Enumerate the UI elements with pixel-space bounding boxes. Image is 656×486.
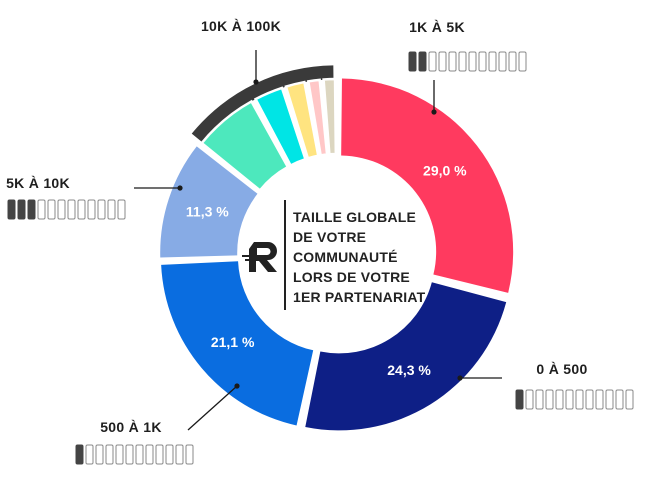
scale-step-empty: [185, 444, 194, 465]
scale-step-empty: [535, 389, 544, 410]
scale-step-empty: [498, 51, 507, 72]
category-label: 5K À 10K: [6, 175, 70, 191]
slice-sub-segment-4: [322, 77, 338, 156]
slice-value-label: 29,0 %: [423, 162, 467, 178]
scale-step-empty: [565, 389, 574, 410]
scale-step-empty: [615, 389, 624, 410]
slice-sub-segment-1: [253, 86, 307, 168]
brand-r-logo-icon: [242, 242, 277, 272]
level-scale: [75, 444, 194, 465]
scale-step-empty: [438, 51, 447, 72]
scale-step-empty: [165, 444, 174, 465]
scale-step-empty: [428, 51, 437, 72]
scale-step-empty: [77, 199, 86, 220]
level-scale: [408, 51, 527, 72]
slice-band-4: [191, 65, 334, 143]
scale-step-empty: [175, 444, 184, 465]
scale-step-empty: [155, 444, 164, 465]
scale-step-empty: [125, 444, 134, 465]
leader-dot: [253, 79, 259, 85]
leader-dot: [234, 383, 240, 389]
scale-step-empty: [575, 389, 584, 410]
slice-0: [341, 78, 514, 293]
scale-step-empty: [508, 51, 517, 72]
scale-step-empty: [117, 199, 126, 220]
slice-3: [160, 146, 258, 258]
scale-step-empty: [605, 389, 614, 410]
center-title-line-3: COMMUNAUTÉ: [293, 249, 398, 265]
scale-step-filled: [515, 389, 524, 410]
slice-sub-segment-2: [284, 80, 320, 160]
scale-step-filled: [408, 51, 417, 72]
scale-step-empty: [105, 444, 114, 465]
center-title-line-5: 1ER PARTENARIAT: [293, 289, 426, 305]
scale-step-empty: [458, 51, 467, 72]
slice-value-label: 11,3 %: [186, 203, 229, 219]
slice-value-label: 21,1 %: [211, 334, 255, 350]
scale-step-empty: [488, 51, 497, 72]
scale-step-empty: [115, 444, 124, 465]
scale-step-empty: [625, 389, 634, 410]
scale-step-empty: [87, 199, 96, 220]
category-label: 500 À 1K: [100, 419, 162, 435]
center-title-line-1: TAILLE GLOBALE: [293, 209, 416, 225]
scale-step-empty: [95, 444, 104, 465]
scale-step-empty: [47, 199, 56, 220]
scale-step-filled: [27, 199, 36, 220]
scale-step-empty: [448, 51, 457, 72]
scale-step-empty: [135, 444, 144, 465]
center-title: TAILLE GLOBALE DE VOTRE COMMUNAUTÉ LORS …: [284, 200, 426, 310]
scale-step-empty: [107, 199, 116, 220]
category-label: 0 À 500: [536, 361, 587, 377]
scale-step-empty: [595, 389, 604, 410]
category-label: 10K À 100K: [201, 18, 281, 34]
scale-step-empty: [555, 389, 564, 410]
leader-dot: [431, 109, 437, 115]
scale-step-filled: [17, 199, 26, 220]
center-title-line-2: DE VOTRE: [293, 229, 366, 245]
slice-1: [305, 282, 507, 431]
scale-step-empty: [57, 199, 66, 220]
donut-slices: [160, 65, 514, 431]
category-label: 1K À 5K: [409, 19, 465, 35]
leader-lines: [134, 50, 502, 431]
scale-step-filled: [7, 199, 16, 220]
scale-step-empty: [518, 51, 527, 72]
leader-line: [187, 385, 238, 431]
scale-step-empty: [585, 389, 594, 410]
slice-sub-segment-0: [200, 99, 290, 193]
scale-step-empty: [468, 51, 477, 72]
level-scale: [515, 389, 634, 410]
leader-dot: [457, 375, 463, 381]
level-scales: [7, 51, 634, 465]
scale-step-empty: [545, 389, 554, 410]
category-labels: 29,0 % 24,3 % 21,1 % 11,3 % 1K À 5K 0 À 500 50…: [6, 18, 587, 435]
slice-sub-segment-3: [306, 78, 329, 157]
center-title-line-4: LORS DE VOTRE: [293, 269, 410, 285]
slice-2: [161, 261, 314, 426]
slice-value-label: 24,3 %: [387, 362, 431, 378]
scale-step-filled: [75, 444, 84, 465]
scale-step-empty: [67, 199, 76, 220]
scale-step-empty: [37, 199, 46, 220]
scale-step-empty: [525, 389, 534, 410]
scale-step-filled: [418, 51, 427, 72]
scale-step-empty: [145, 444, 154, 465]
scale-step-empty: [97, 199, 106, 220]
scale-step-empty: [85, 444, 94, 465]
scale-step-empty: [478, 51, 487, 72]
leader-dot: [177, 185, 183, 191]
level-scale: [7, 199, 126, 220]
